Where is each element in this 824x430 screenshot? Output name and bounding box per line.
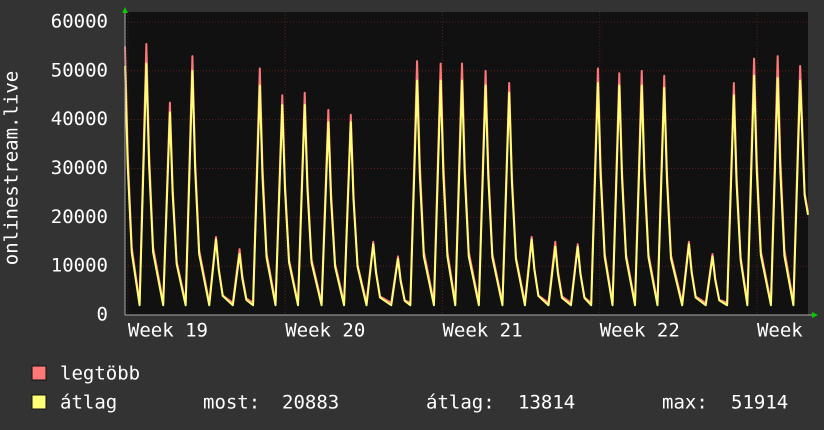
stat-value: 20883 [282, 392, 339, 414]
stat-label: max: [662, 392, 708, 414]
stat-label: most: [203, 392, 260, 414]
x-tick-label: Week [757, 320, 803, 342]
y-arrow [122, 7, 128, 13]
legend-label: legtöbb [60, 363, 140, 385]
x-tick-label: Week 20 [285, 320, 365, 342]
legend-label: átlag [60, 392, 117, 414]
stat-value: 51914 [731, 392, 788, 414]
x-tick-label: Week 19 [128, 320, 208, 342]
y-axis-label: onlinestream.live [1, 71, 23, 265]
grid [125, 12, 808, 316]
legend-swatch [31, 394, 47, 410]
stat-label: átlag: [426, 392, 495, 414]
legend-swatch [31, 365, 47, 381]
y-tick-label: 20000 [51, 206, 108, 228]
x-tick-label: Week 21 [442, 320, 522, 342]
stat-value: 13814 [518, 392, 575, 414]
marks [124, 42, 809, 307]
y-tick-label: 30000 [51, 157, 108, 179]
series-line [124, 62, 809, 307]
x-tick-label: Week 22 [600, 320, 680, 342]
y-tick-label: 50000 [51, 59, 108, 81]
plot-area [125, 12, 808, 315]
y-tick-label: 0 [97, 304, 108, 326]
y-tick-label: 10000 [51, 255, 108, 277]
x-arrow [812, 312, 818, 318]
y-tick-label: 60000 [51, 11, 108, 33]
y-tick-label: 40000 [51, 108, 108, 130]
